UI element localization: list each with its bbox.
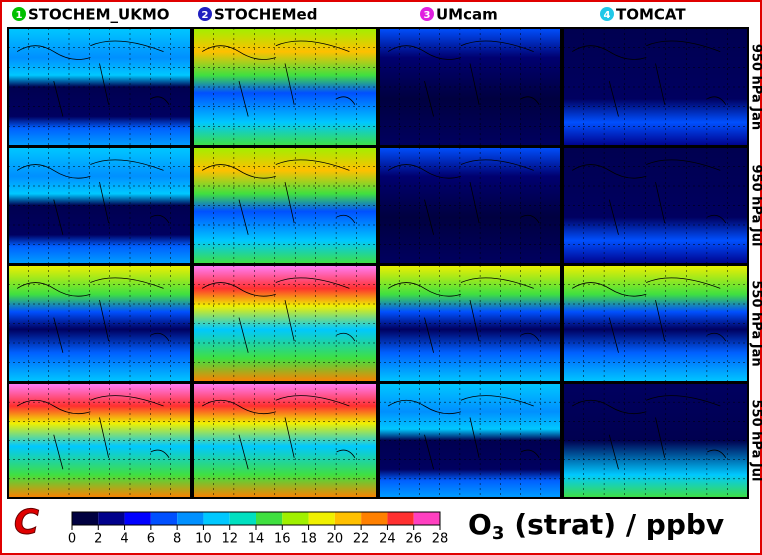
colorbar-segment (177, 512, 204, 525)
column-header: UMcam (436, 6, 498, 24)
colorbar-tick-label: 6 (147, 532, 155, 547)
colorbar-tick-label: 18 (300, 532, 317, 547)
panel-grid (7, 27, 749, 499)
coastline (16, 159, 170, 235)
colorbar-tick-label: 24 (379, 532, 396, 547)
coastline (16, 395, 170, 470)
column-number-badge (198, 7, 212, 21)
column-number-badge (600, 7, 614, 21)
colorbar-tick-label: 0 (68, 532, 76, 547)
row-label: 950 hPa Jan (749, 44, 762, 130)
colorbar-tick-label: 8 (173, 532, 181, 547)
colorbar-tick-label: 16 (274, 532, 291, 547)
coastline (201, 395, 356, 470)
colorbar-tick-label: 10 (195, 532, 212, 547)
colorbar-tick-label: 14 (248, 532, 265, 547)
row-labels: 950 hPa Jan 950 hPa Jul 550 hPa Jan 550 hPa… (749, 44, 762, 482)
colorbar-segment (72, 512, 99, 525)
colorbar-segment (256, 512, 283, 525)
colorbar-segment (203, 512, 230, 525)
row-label: 550 hPa Jan (749, 280, 762, 366)
colorbar-segment (361, 512, 388, 525)
coastline (201, 277, 356, 353)
colorbar-segment (282, 512, 309, 525)
column-header: STOCHEMed (214, 6, 317, 24)
coastline (201, 40, 356, 117)
title-main: O (468, 508, 492, 541)
column-number-badge (420, 7, 434, 21)
colorbar-segment (387, 512, 414, 525)
column-header: TOMCAT (616, 6, 686, 24)
colorbar-segment (308, 512, 335, 525)
colorbar-tick-label: 20 (327, 532, 344, 547)
column-headers: 1 STOCHEM_UKMO 2 STOCHEMed 3 UMcam 4 TOMCAT (12, 6, 686, 24)
colorbar-title: O3 (strat) / ppbv (468, 508, 724, 544)
coastline (572, 395, 727, 470)
colorbar: 0 2 4 6 8 10 12 14 16 18 20 22 24 26 28 (68, 511, 449, 547)
colorbar-tick-label: 28 (432, 532, 449, 547)
coastline (572, 40, 727, 117)
column-number: 4 (604, 10, 611, 21)
coastline (16, 277, 170, 353)
colorbar-segment (124, 512, 151, 525)
column-number-badge (12, 7, 26, 21)
title-rest: (strat) / ppbv (514, 508, 724, 541)
coastline (16, 40, 170, 117)
column-header: STOCHEM_UKMO (28, 6, 170, 24)
colorbar-segment (334, 512, 362, 525)
row-label: 950 hPa Jul (749, 165, 762, 247)
colorbar-tick-label: 22 (353, 532, 370, 547)
colorbar-tick-label: 12 (221, 532, 238, 547)
column-number: 1 (16, 10, 23, 21)
colorbar-tick-label: 4 (120, 532, 128, 547)
coastline (201, 159, 356, 235)
title-subscript: 3 (492, 523, 505, 544)
panel-letter: C (14, 503, 39, 543)
colorbar-segment (98, 512, 125, 525)
coastline (572, 277, 727, 353)
column-number: 3 (424, 10, 431, 21)
colorbar-tick-label: 2 (94, 532, 102, 547)
row-label: 550 hPa Jul (749, 400, 762, 482)
colorbar-segment (229, 512, 256, 525)
coastline (387, 277, 540, 353)
colorbar-segment (150, 512, 178, 525)
coastline (572, 159, 727, 235)
colorbar-segment (413, 512, 440, 525)
coastline (387, 40, 540, 117)
column-number: 2 (202, 10, 209, 21)
coastline (387, 159, 540, 235)
colorbar-tick-label: 26 (405, 532, 422, 547)
coastline (387, 395, 540, 470)
